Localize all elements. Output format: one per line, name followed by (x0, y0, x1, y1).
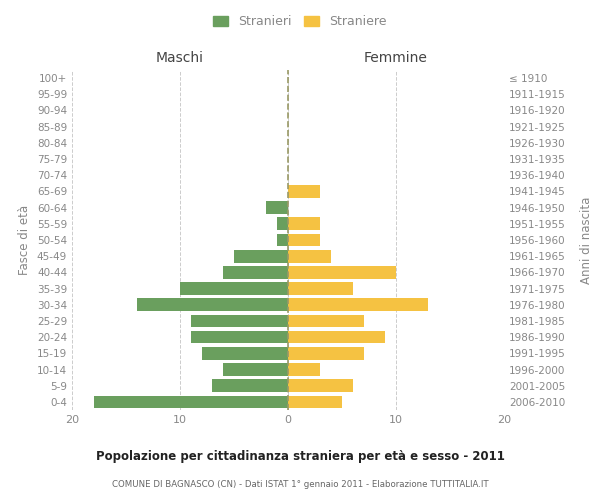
Bar (94, 396, 288, 408)
Bar (288, 347, 364, 360)
Y-axis label: Fasce di età: Fasce di età (19, 205, 31, 275)
Bar (180, 282, 288, 295)
Bar (288, 266, 396, 278)
Bar (288, 218, 320, 230)
Bar (288, 298, 428, 311)
Bar (277, 234, 288, 246)
Bar (212, 380, 288, 392)
Bar (266, 202, 288, 214)
Bar (288, 380, 353, 392)
Bar (288, 234, 320, 246)
Text: Femmine: Femmine (364, 51, 428, 65)
Bar (277, 218, 288, 230)
Bar (191, 331, 288, 344)
Bar (202, 347, 288, 360)
Bar (191, 314, 288, 328)
Bar (288, 282, 353, 295)
Text: COMUNE DI BAGNASCO (CN) - Dati ISTAT 1° gennaio 2011 - Elaborazione TUTTITALIA.I: COMUNE DI BAGNASCO (CN) - Dati ISTAT 1° … (112, 480, 488, 489)
Bar (288, 314, 364, 328)
Bar (288, 331, 385, 344)
Bar (223, 266, 288, 278)
Text: Popolazione per cittadinanza straniera per età e sesso - 2011: Popolazione per cittadinanza straniera p… (95, 450, 505, 463)
Bar (288, 363, 320, 376)
Y-axis label: Anni di nascita: Anni di nascita (580, 196, 593, 284)
Legend: Stranieri, Straniere: Stranieri, Straniere (209, 11, 391, 32)
Bar (234, 250, 288, 262)
Text: Maschi: Maschi (156, 51, 204, 65)
Bar (223, 363, 288, 376)
Bar (288, 250, 331, 262)
Bar (288, 396, 342, 408)
Bar (288, 185, 320, 198)
Bar (137, 298, 288, 311)
